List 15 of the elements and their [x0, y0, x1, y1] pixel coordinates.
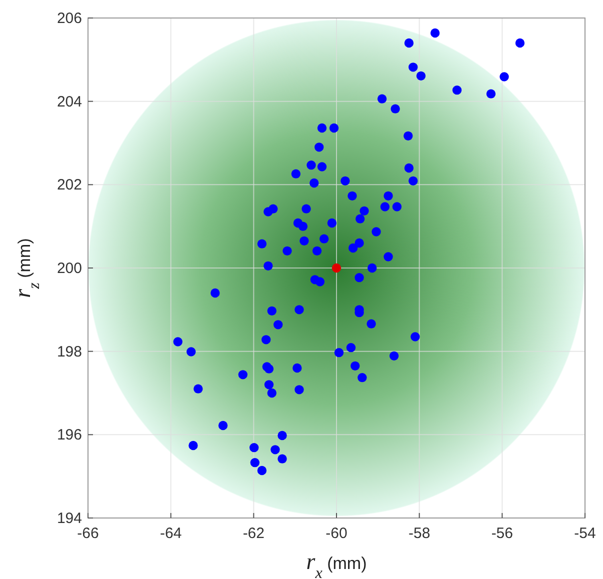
x-tick-label: -56 — [491, 525, 514, 542]
y-tick-label: 204 — [56, 93, 82, 110]
y-tick-label: 194 — [56, 510, 82, 527]
y-tick-label: 196 — [56, 426, 82, 444]
y-tick-label: 198 — [56, 343, 82, 360]
x-axis-title: r$_{x}$ (mm) — [306, 549, 367, 579]
y-tick-label: 202 — [56, 176, 82, 194]
x-tick-label: -62 — [242, 525, 265, 542]
x-tick-label: -66 — [77, 525, 99, 542]
y-tick-label: 200 — [56, 260, 82, 277]
x-tick-label: -58 — [408, 525, 430, 542]
x-tick-label: -54 — [574, 525, 596, 542]
x-tick-label: -60 — [326, 525, 348, 542]
y-tick-label: 206 — [56, 10, 82, 27]
x-tick-label: -64 — [160, 525, 182, 542]
